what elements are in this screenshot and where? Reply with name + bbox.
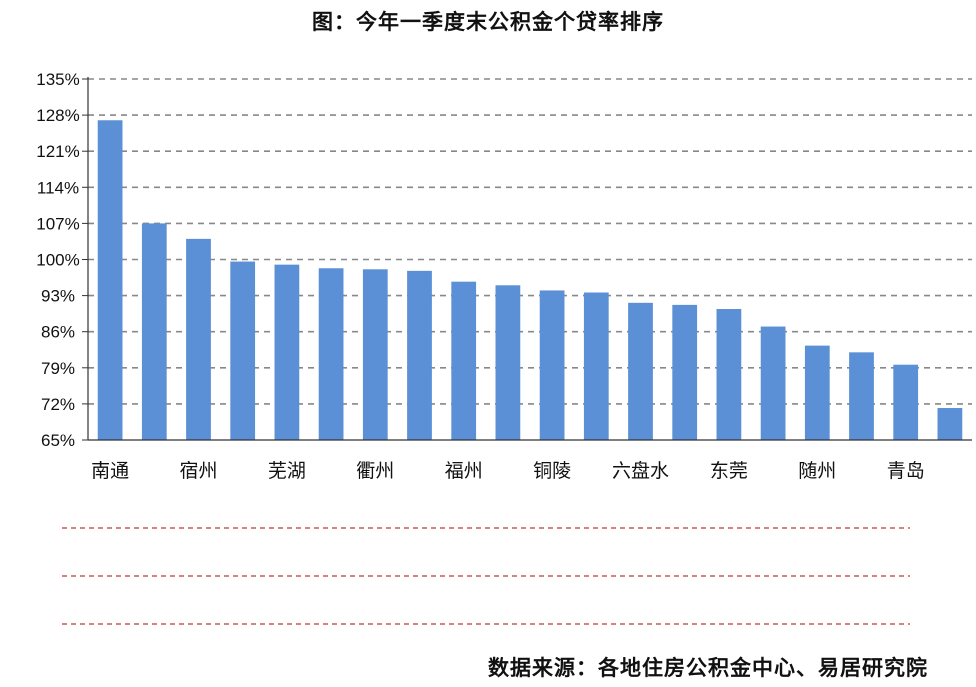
y-tick-label: 93%	[41, 287, 75, 306]
bar	[362, 269, 388, 440]
bar	[495, 285, 521, 440]
bar	[628, 302, 653, 440]
bar	[539, 290, 565, 440]
y-tick-label: 65%	[41, 431, 75, 450]
bar	[849, 352, 874, 440]
chart-title: 图：今年一季度末公积金个贷率排序	[312, 10, 664, 34]
bar	[186, 238, 211, 440]
x-tick-label: 青岛	[887, 460, 925, 482]
y-tick-label: 121%	[36, 142, 79, 161]
x-tick-label: 铜陵	[533, 460, 571, 482]
x-tick-label: 随州	[798, 460, 836, 482]
x-tick-label: 南通	[91, 460, 129, 482]
y-tick-label: 86%	[41, 323, 75, 342]
bar	[141, 223, 167, 440]
x-tick-label: 福州	[445, 460, 483, 482]
x-tick-label: 芜湖	[268, 460, 306, 482]
y-axis-ticks: 65% 72% 79% 86% 93% 100% 107% 114% 121% 128% 135%	[36, 70, 79, 450]
y-tick-label: 114%	[37, 178, 79, 197]
source-note: 数据来源：各地住房公积金中心、易居研究院	[488, 656, 928, 680]
bar	[760, 326, 786, 440]
x-axis-ticks: 南通 宿州 芜湖 衢州 福州 铜陵 六盘水 东莞 随州 青岛	[91, 460, 925, 482]
bar	[451, 281, 477, 440]
bar	[716, 309, 742, 440]
x-tick-label: 宿州	[179, 460, 217, 482]
bar	[318, 268, 344, 440]
y-tick-label: 79%	[41, 359, 75, 378]
y-tick-label: 100%	[36, 251, 79, 270]
bar	[937, 408, 963, 440]
bar	[583, 292, 609, 440]
y-tick-label: 135%	[36, 70, 79, 89]
bar	[97, 120, 123, 440]
bar	[274, 264, 300, 440]
bar	[672, 304, 698, 440]
divider-lines	[62, 527, 910, 625]
y-tick-label: 107%	[36, 214, 79, 233]
y-tick-label: 128%	[36, 106, 79, 125]
y-tick-label: 72%	[41, 395, 75, 414]
bar	[230, 261, 256, 440]
x-tick-label: 六盘水	[612, 460, 669, 482]
bar	[893, 364, 919, 440]
gridlines	[82, 78, 972, 441]
x-tick-label: 衢州	[356, 460, 394, 482]
bar	[407, 270, 432, 440]
axes	[87, 77, 972, 441]
bars	[97, 120, 963, 440]
bar	[804, 345, 830, 440]
x-tick-label: 东莞	[710, 460, 748, 482]
